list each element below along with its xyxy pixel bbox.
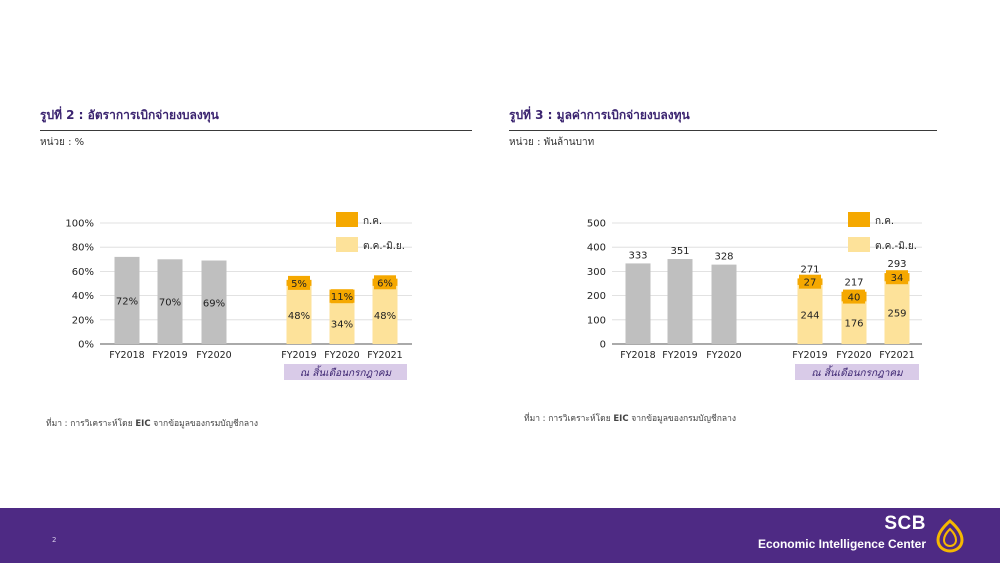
scb-logo-icon [936,519,964,553]
legend-swatch-oct-jun [336,237,358,252]
july-value-label: 6% [377,278,393,289]
full-year-bar [711,264,737,344]
right-unit-label: หน่วย : พันล้านบาท [509,137,595,148]
july-label-box [331,289,353,304]
x-tick-label: FY2020 [324,350,359,361]
y-tick-label: 100% [65,219,94,230]
july-label-box [886,270,908,285]
oct-jun-bar [884,281,910,344]
y-tick-label: 80% [72,243,94,254]
period-note-box [284,364,407,380]
full-year-bar [114,256,140,344]
full-year-bar [625,263,651,344]
oct-jun-value-label: 244 [800,310,819,321]
left-source-eic: EIC [135,419,151,429]
x-tick-label: FY2018 [620,350,655,361]
y-tick-label: 100 [587,315,606,326]
page-number: 2 [52,536,57,544]
oct-jun-bar [329,302,355,344]
legend-label-july: ก.ค. [875,216,894,227]
legend-label-july: ก.ค. [363,216,382,227]
y-tick-label: 0 [600,340,606,351]
left-source-prefix: ที่มา : การวิเคราะห์โดย [46,419,133,429]
brand-subtitle: Economic Intelligence Center [757,537,926,551]
oct-jun-bar [372,285,398,344]
x-tick-label: FY2019 [662,350,697,361]
y-tick-label: 40% [72,291,94,302]
y-tick-label: 200 [587,291,606,302]
bar-value-label: 69% [203,298,225,309]
july-value-label: 11% [331,292,353,303]
x-tick-label: FY2021 [367,350,402,361]
left-unit-label: หน่วย : % [40,137,85,148]
legend-label-oct-jun: ต.ค.-มิ.ย. [363,241,405,252]
right-source-eic: EIC [613,414,629,424]
x-tick-label: FY2020 [706,350,741,361]
oct-jun-value-label: 48% [288,311,310,322]
oct-jun-value-label: 259 [887,309,906,320]
oct-jun-value-label: 34% [331,319,353,330]
y-tick-label: 20% [72,315,94,326]
y-tick-label: 0% [78,340,94,351]
left-title-divider [40,130,472,131]
july-label-box [843,289,865,304]
left-chart-title: รูปที่ 2 : อัตราการเบิกจ่ายงบลงทุน [40,108,219,122]
legend-label-oct-jun: ต.ค.-มิ.ย. [875,241,917,252]
left-source-suffix: จากข้อมูลของกรมบัญชีกลาง [153,419,258,429]
period-note-label: ณ สิ้นเดือนกรกฎาคม [300,365,393,379]
full-year-bar [157,259,183,344]
oct-jun-bar [797,284,823,344]
july-value-label: 5% [291,279,307,290]
legend-swatch-july [848,212,870,227]
x-tick-label: FY2018 [109,350,144,361]
legend-swatch-july [336,212,358,227]
x-tick-label: FY2019 [152,350,187,361]
y-tick-label: 400 [587,243,606,254]
period-note-label: ณ สิ้นเดือนกรกฎาคม [811,365,904,379]
july-label-box [374,275,396,290]
left-source-note: ที่มา : การวิเคราะห์โดย EIC จากข้อมูลของ… [46,416,258,430]
x-tick-label: FY2021 [879,350,914,361]
july-label-box [288,275,310,290]
right-title-divider [509,130,937,131]
july-label-box [799,274,821,289]
x-tick-label: FY2019 [792,350,827,361]
right-source-prefix: ที่มา : การวิเคราะห์โดย [524,414,611,424]
bar-value-label: 351 [670,246,689,257]
brand-name: SCB [884,513,926,534]
period-note-box [795,364,919,380]
x-tick-label: FY2020 [196,350,231,361]
total-value-label: 293 [887,259,906,270]
right-chart: 0 100 200 300 400 500 FY2018 FY2019 FY2020 FY2019… [587,212,922,380]
right-source-suffix: จากข้อมูลของกรมบัญชีกลาง [631,414,736,424]
full-year-bar [201,260,227,344]
full-year-bar [667,259,693,344]
july-value-label: 34 [891,273,904,284]
bar-value-label: 333 [628,250,647,261]
total-value-label: 271 [800,264,819,275]
legend-swatch-oct-jun [848,237,870,252]
y-tick-label: 60% [72,267,94,278]
oct-jun-bar [286,285,312,344]
oct-jun-value-label: 176 [844,319,863,330]
bar-value-label: 70% [159,298,181,309]
july-value-label: 40 [848,293,861,304]
left-chart: 0% 20% 40% 60% 80% 100% FY2018 FY2019 FY2020 FY20… [65,212,412,380]
oct-jun-bar [841,301,867,344]
right-source-note: ที่มา : การวิเคราะห์โดย EIC จากข้อมูลของ… [524,411,736,425]
y-tick-label: 300 [587,267,606,278]
oct-jun-value-label: 48% [374,311,396,322]
y-tick-label: 500 [587,219,606,230]
bar-value-label: 328 [714,252,733,263]
total-value-label: 217 [844,278,863,289]
footer-bar: 2 SCB Economic Intelligence Center [0,508,1000,563]
july-value-label: 27 [804,278,817,289]
x-tick-label: FY2019 [281,350,316,361]
x-tick-label: FY2020 [836,350,871,361]
bar-value-label: 72% [116,296,138,307]
right-chart-title: รูปที่ 3 : มูลค่าการเบิกจ่ายงบลงทุน [509,108,690,122]
